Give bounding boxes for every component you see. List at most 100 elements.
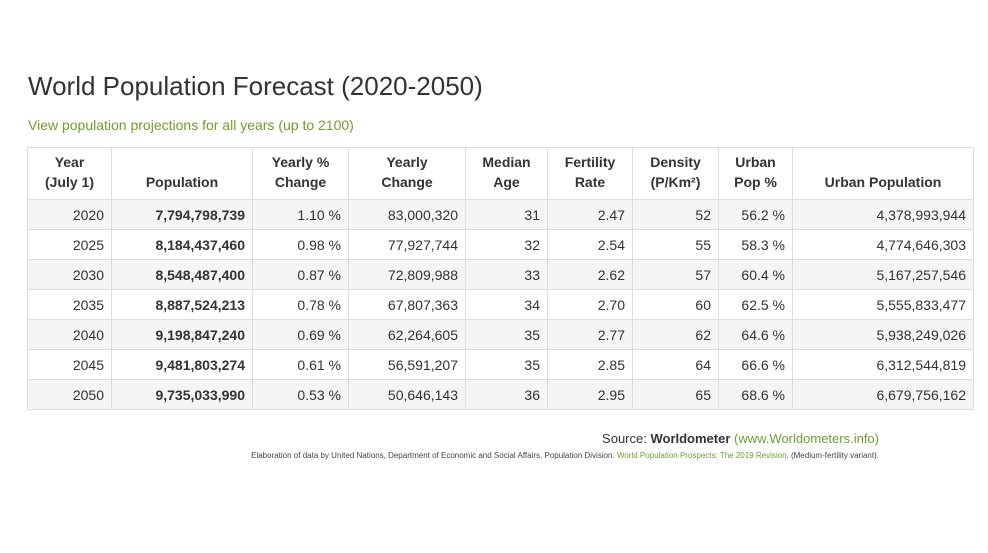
cell-urban-population: 5,555,833,477 xyxy=(792,289,974,320)
cell-density: 64 xyxy=(632,349,719,380)
cell-yearly-change: 50,646,143 xyxy=(348,379,466,410)
cell-year: 2050 xyxy=(27,379,112,410)
page-title: World Population Forecast (2020-2050) xyxy=(28,71,483,101)
column-header-line2: Change xyxy=(381,174,433,190)
cell-fertility-rate: 2.85 xyxy=(547,349,633,380)
cell-year: 2030 xyxy=(27,259,112,290)
cell-yearly-change: 72,809,988 xyxy=(348,259,466,290)
cell-fertility-rate: 2.62 xyxy=(547,259,633,290)
cell-year: 2045 xyxy=(27,349,112,380)
cell-fertility-rate: 2.77 xyxy=(547,319,633,350)
table-row: 2030 8,548,487,400 0.87 % 72,809,988 33 2.62 5… xyxy=(27,259,974,290)
cell-yearly-percent-change: 0.69 % xyxy=(252,319,349,350)
column-header-line1: Year xyxy=(54,154,85,170)
table-row: 2035 8,887,524,213 0.78 % 67,807,363 34 2.70 6… xyxy=(27,289,974,320)
cell-yearly-percent-change: 0.53 % xyxy=(252,379,349,410)
cell-fertility-rate: 2.95 xyxy=(547,379,633,410)
table-row: 2045 9,481,803,274 0.61 % 56,591,207 35 2.85 6… xyxy=(27,349,974,380)
cell-population: 9,735,033,990 xyxy=(111,379,253,410)
cell-population: 9,481,803,274 xyxy=(111,349,253,380)
cell-yearly-change: 77,927,744 xyxy=(348,229,466,260)
column-header-line1: Urban xyxy=(735,154,776,170)
column-header-fertility-rate: Fertility Rate xyxy=(547,147,633,200)
column-header-year: Year (July 1) xyxy=(27,147,112,200)
cell-urban-pop-percent: 66.6 % xyxy=(718,349,793,380)
source-name: Worldometer xyxy=(650,431,731,446)
cell-median-age: 34 xyxy=(465,289,548,320)
cell-population: 8,887,524,213 xyxy=(111,289,253,320)
column-header-density: Density (P/Km²) xyxy=(632,147,719,200)
cell-density: 55 xyxy=(632,229,719,260)
cell-urban-population: 5,938,249,026 xyxy=(792,319,974,350)
table-row: 2040 9,198,847,240 0.69 % 62,264,605 35 2.77 6… xyxy=(27,319,974,350)
source-website-link[interactable]: (www.Worldometers.info) xyxy=(734,431,879,446)
source-line: Source: Worldometer (www.Worldometers.in… xyxy=(602,431,879,446)
column-header-line2: Age xyxy=(493,174,520,190)
cell-density: 57 xyxy=(632,259,719,290)
column-header-line2: Population xyxy=(145,174,219,190)
cell-yearly-percent-change: 0.98 % xyxy=(252,229,349,260)
cell-yearly-percent-change: 0.87 % xyxy=(252,259,349,290)
cell-median-age: 32 xyxy=(465,229,548,260)
column-header-line2: Urban Population xyxy=(824,174,942,190)
column-header-urban-pop-percent: Urban Pop % xyxy=(718,147,793,200)
cell-population: 9,198,847,240 xyxy=(111,319,253,350)
cell-urban-pop-percent: 62.5 % xyxy=(718,289,793,320)
source-label: Source: xyxy=(602,431,651,446)
column-header-line1: Density xyxy=(650,154,701,170)
table-body: 2020 7,794,798,739 1.10 % 83,000,320 31 2.47 5… xyxy=(27,199,974,410)
cell-median-age: 36 xyxy=(465,379,548,410)
projections-link[interactable]: View population projections for all year… xyxy=(28,117,354,133)
note-text: Elaboration of data by United Nations, D… xyxy=(251,451,617,460)
cell-population: 8,548,487,400 xyxy=(111,259,253,290)
cell-density: 52 xyxy=(632,199,719,230)
column-header-urban-population: Urban Population xyxy=(792,147,974,200)
cell-density: 65 xyxy=(632,379,719,410)
column-header-line2: Change xyxy=(274,174,327,190)
column-header-yearly-percent-change: Yearly % Change xyxy=(252,147,349,200)
cell-fertility-rate: 2.70 xyxy=(547,289,633,320)
cell-yearly-percent-change: 0.61 % xyxy=(252,349,349,380)
cell-year: 2025 xyxy=(27,229,112,260)
note-suffix: . (Medium-fertility variant). xyxy=(786,451,879,460)
cell-urban-population: 6,312,544,819 xyxy=(792,349,974,380)
column-header-line2: Pop % xyxy=(734,174,777,190)
column-header-line1: Yearly % xyxy=(271,154,330,170)
population-table-container: Year (July 1) Population Yearly % Change Year… xyxy=(27,147,974,410)
column-header-yearly-change: Yearly Change xyxy=(348,147,466,200)
column-header-median-age: Median Age xyxy=(465,147,548,200)
column-header-line2: (July 1) xyxy=(44,174,94,190)
cell-yearly-change: 83,000,320 xyxy=(348,199,466,230)
cell-yearly-change: 62,264,605 xyxy=(348,319,466,350)
column-header-line1: Yearly xyxy=(386,154,428,170)
cell-urban-pop-percent: 68.6 % xyxy=(718,379,793,410)
cell-median-age: 35 xyxy=(465,319,548,350)
cell-urban-population: 4,774,646,303 xyxy=(792,229,974,260)
table-row: 2050 9,735,033,990 0.53 % 50,646,143 36 2.95 6… xyxy=(27,379,974,410)
cell-urban-pop-percent: 64.6 % xyxy=(718,319,793,350)
cell-fertility-rate: 2.54 xyxy=(547,229,633,260)
cell-yearly-change: 56,591,207 xyxy=(348,349,466,380)
cell-yearly-percent-change: 0.78 % xyxy=(252,289,349,320)
cell-urban-population: 4,378,993,944 xyxy=(792,199,974,230)
cell-median-age: 35 xyxy=(465,349,548,380)
wpp-2019-link[interactable]: World Population Prospects: The 2019 Rev… xyxy=(616,451,787,460)
cell-median-age: 31 xyxy=(465,199,548,230)
data-note: Elaboration of data by United Nations, D… xyxy=(251,451,879,460)
cell-median-age: 33 xyxy=(465,259,548,290)
column-header-line2: Rate xyxy=(574,174,606,190)
cell-urban-pop-percent: 60.4 % xyxy=(718,259,793,290)
table-row: 2020 7,794,798,739 1.10 % 83,000,320 31 2.47 5… xyxy=(27,199,974,230)
cell-year: 2040 xyxy=(27,319,112,350)
cell-urban-pop-percent: 58.3 % xyxy=(718,229,793,260)
cell-urban-population: 6,679,756,162 xyxy=(792,379,974,410)
column-header-line1: Median xyxy=(482,154,531,170)
table-header-row: Year (July 1) Population Yearly % Change Year… xyxy=(27,147,974,200)
cell-urban-pop-percent: 56.2 % xyxy=(718,199,793,230)
population-forecast-table: Year (July 1) Population Yearly % Change Year… xyxy=(27,147,974,410)
table-row: 2025 8,184,437,460 0.98 % 77,927,744 32 2.54 5… xyxy=(27,229,974,260)
cell-yearly-change: 67,807,363 xyxy=(348,289,466,320)
cell-population: 8,184,437,460 xyxy=(111,229,253,260)
cell-density: 62 xyxy=(632,319,719,350)
cell-yearly-percent-change: 1.10 % xyxy=(252,199,349,230)
